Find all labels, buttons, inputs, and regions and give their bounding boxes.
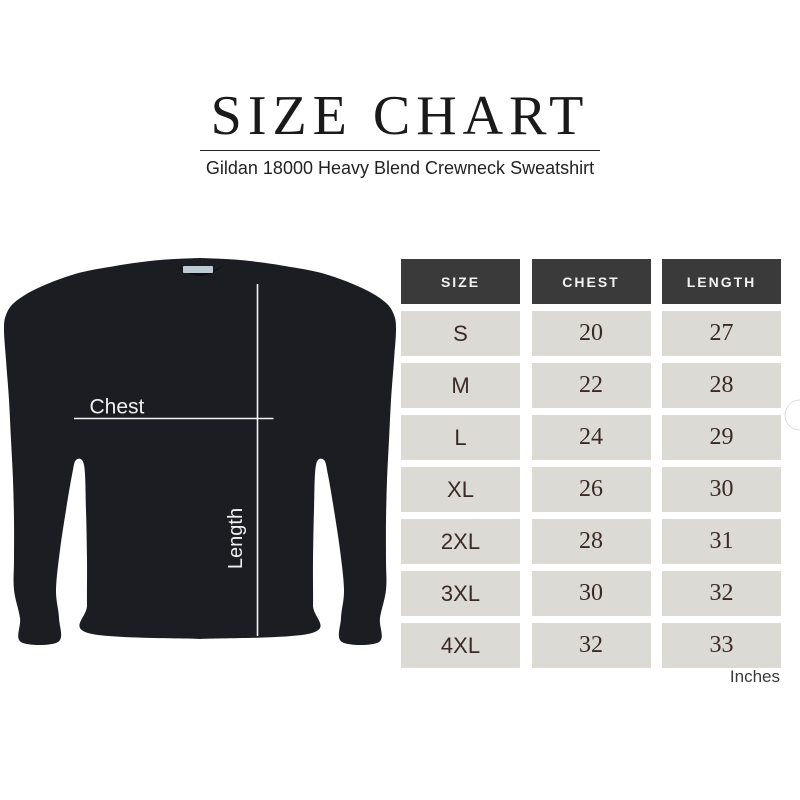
- svg-text:Chest: Chest: [90, 396, 145, 419]
- svg-text:Length: Length: [225, 508, 247, 569]
